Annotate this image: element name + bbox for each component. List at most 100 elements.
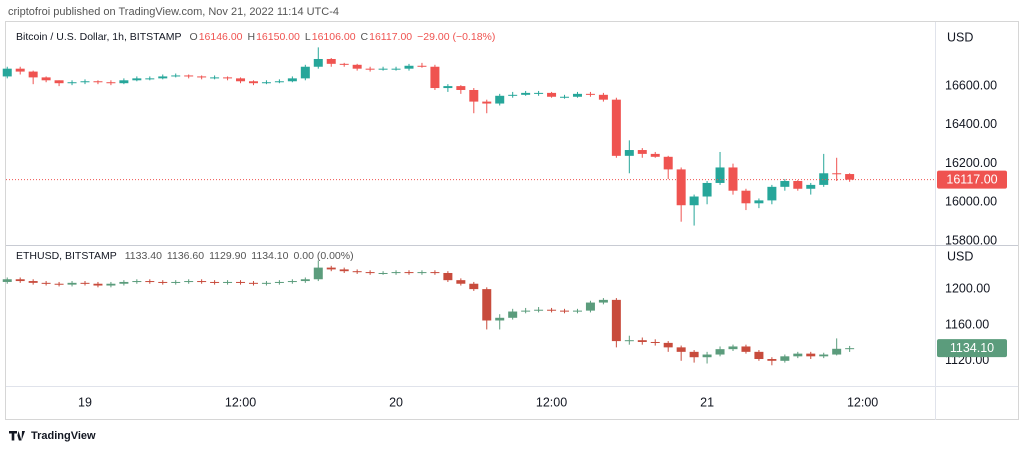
candle-body xyxy=(404,65,414,69)
candle-body xyxy=(482,101,492,104)
candle-body xyxy=(184,75,194,77)
candle-body xyxy=(443,86,453,89)
candle-body xyxy=(54,283,64,285)
candle-body xyxy=(339,269,349,272)
candle-body xyxy=(676,347,686,352)
legend-symbol: Bitcoin / U.S. Dollar, 1h, BITSTAMP xyxy=(16,31,182,43)
y-tick-label: 15800.00 xyxy=(945,233,997,247)
legend-ohlc-key: H xyxy=(248,31,256,43)
candle-body xyxy=(482,289,492,321)
candle-body xyxy=(637,340,647,342)
candle-body xyxy=(236,281,246,283)
candle-body xyxy=(352,271,362,273)
legend-change: −29.00 (−0.18%) xyxy=(417,31,495,43)
candle-body xyxy=(754,200,764,204)
candle-body xyxy=(469,89,479,102)
legend-ohlc-value: 1134.10 xyxy=(251,250,288,262)
candle-body xyxy=(806,184,816,189)
candle-body xyxy=(15,279,25,282)
candle-body xyxy=(832,173,842,175)
candle-body xyxy=(598,94,608,100)
legend-change: 0.00 (0.00%) xyxy=(293,250,353,262)
candle-body xyxy=(365,68,375,70)
candle-body xyxy=(378,272,388,274)
candle-body xyxy=(158,281,168,283)
legend: Bitcoin / U.S. Dollar, 1h, BITSTAMP O1614… xyxy=(16,31,495,43)
candle-body xyxy=(287,78,297,82)
candle-body xyxy=(236,78,246,82)
y-tick-label: 16400.00 xyxy=(945,117,997,131)
candle-body xyxy=(560,310,570,312)
candle-body xyxy=(832,348,842,355)
candle-body xyxy=(521,92,531,95)
candle-body xyxy=(754,351,764,360)
candle-body xyxy=(28,281,38,283)
candle-body xyxy=(624,150,634,156)
candle-body xyxy=(223,281,233,283)
candle-body xyxy=(248,81,258,84)
candle-body xyxy=(158,76,168,79)
x-tick-label: 12:00 xyxy=(536,395,567,409)
candle-body xyxy=(598,299,608,303)
tv-logo xyxy=(9,431,25,441)
candle-body xyxy=(819,173,829,185)
legend-ohlc-value: 16106.00 xyxy=(312,31,356,43)
legend-ohlc-value: 1136.60 xyxy=(167,250,204,262)
candle-body xyxy=(624,340,634,342)
candle-body xyxy=(469,283,479,290)
candle-body xyxy=(495,317,505,321)
y-tick-label: 16000.00 xyxy=(945,195,997,209)
y-tick-label: 16200.00 xyxy=(945,156,997,170)
candle-body xyxy=(300,279,310,282)
candle-body xyxy=(67,82,77,84)
candle-body xyxy=(93,283,103,286)
legend-ohlc-value: 1133.40 xyxy=(125,250,162,262)
candle-body xyxy=(300,66,310,79)
candle-body xyxy=(521,310,531,312)
y-tick-label: 16600.00 xyxy=(945,78,997,92)
candle-body xyxy=(352,64,362,69)
y-tick-label: 1200.00 xyxy=(945,281,990,295)
candle-body xyxy=(106,283,116,286)
candle-body xyxy=(702,182,712,197)
candle-body xyxy=(119,80,129,84)
x-tick-label: 19 xyxy=(78,395,92,409)
candle-body xyxy=(106,82,116,84)
candle-body xyxy=(715,349,725,355)
candle-body xyxy=(132,281,142,283)
candle-body xyxy=(261,282,271,284)
candle-body xyxy=(171,75,181,77)
candle-body xyxy=(15,68,25,72)
candle-body xyxy=(80,282,90,284)
candle-body xyxy=(326,58,336,64)
candle-body xyxy=(184,281,194,283)
candle-body xyxy=(443,272,453,281)
candle-body xyxy=(547,92,557,97)
candle-body xyxy=(145,281,155,283)
candle-body xyxy=(145,78,155,80)
candle-body xyxy=(365,272,375,274)
candle-body xyxy=(767,186,777,201)
candle-body xyxy=(793,353,803,357)
candle-body xyxy=(702,354,712,358)
candle-body xyxy=(171,281,181,283)
legend-ohlc-key: C xyxy=(361,31,369,43)
candle-body xyxy=(547,309,557,311)
candle-body xyxy=(780,181,790,187)
legend: ETHUSD, BITSTAMP 1133.40 1136.60 1129.90 113… xyxy=(16,250,354,262)
candle-body xyxy=(313,267,323,280)
candle-body xyxy=(430,66,440,89)
candle-body xyxy=(845,348,855,350)
candle-body xyxy=(534,92,544,94)
legend-ohlc-value: 16117.00 xyxy=(369,31,412,43)
candle-body xyxy=(119,281,129,284)
candle-body xyxy=(780,356,790,361)
candle-body xyxy=(728,167,738,191)
last-price-box xyxy=(937,170,1007,189)
candle-body xyxy=(93,81,103,83)
candle-body xyxy=(417,65,427,67)
candle-body xyxy=(28,71,38,78)
candle-body xyxy=(2,68,12,77)
candle-body xyxy=(404,272,414,274)
